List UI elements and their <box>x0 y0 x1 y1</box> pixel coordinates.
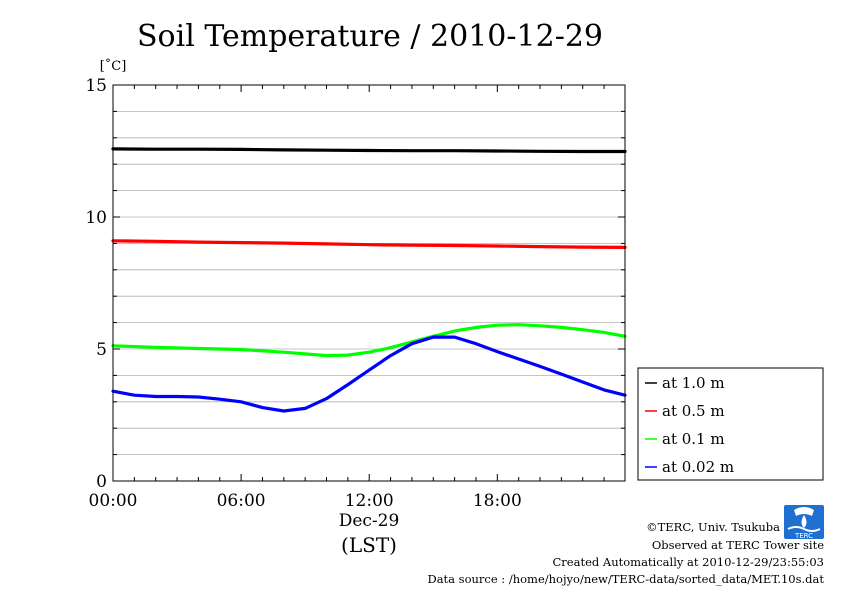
series-line-0 <box>111 147 627 154</box>
y-tick-label: 0 <box>96 472 107 492</box>
x-tick-label: 00:00 <box>89 491 138 511</box>
x-tick-label: 12:00 <box>345 491 394 511</box>
legend-label: at 1.0 m <box>662 374 725 392</box>
legend-label: at 0.02 m <box>662 458 734 476</box>
copyright-text: ©TERC, Univ. Tsukuba <box>646 520 780 534</box>
credits: ©TERC, Univ. Tsukuba Observed at TERC To… <box>427 520 824 586</box>
y-tick-labels: 0 5 10 15 <box>85 76 107 492</box>
y-axis-label: [˚C] <box>100 58 127 74</box>
series-lines <box>111 147 627 413</box>
legend: at 1.0 m at 0.5 m at 0.1 m at 0.02 m <box>637 367 824 481</box>
time-zone-label: (LST) <box>341 533 397 557</box>
y-tick-label: 5 <box>96 340 107 360</box>
logo-text: TERC <box>794 532 813 540</box>
x-tick-labels: 00:00 06:00 12:00 18:00 <box>89 491 522 511</box>
x-tick-label: 18:00 <box>473 491 522 511</box>
y-tick-label: 15 <box>85 76 107 96</box>
chart-title: Soil Temperature / 2010-12-29 <box>137 19 603 54</box>
x-tick-label: 06:00 <box>217 491 266 511</box>
terc-logo: TERC <box>784 505 824 540</box>
axis-ticks <box>112 84 626 482</box>
legend-label: at 0.5 m <box>662 402 725 420</box>
series-line-2 <box>111 323 627 358</box>
legend-label: at 0.1 m <box>662 430 725 448</box>
series-line-1 <box>111 239 627 249</box>
legend-box <box>637 367 824 481</box>
date-label: Dec-29 <box>339 511 400 531</box>
created-text: Created Automatically at 2010-12-29/23:5… <box>553 555 825 569</box>
source-text: Data source : /home/hojyo/new/TERC-data/… <box>427 572 824 586</box>
plot-frame <box>112 84 626 482</box>
y-tick-label: 10 <box>85 208 107 228</box>
series-line-3 <box>111 335 627 413</box>
gridlines <box>113 111 625 456</box>
observed-text: Observed at TERC Tower site <box>652 538 824 552</box>
